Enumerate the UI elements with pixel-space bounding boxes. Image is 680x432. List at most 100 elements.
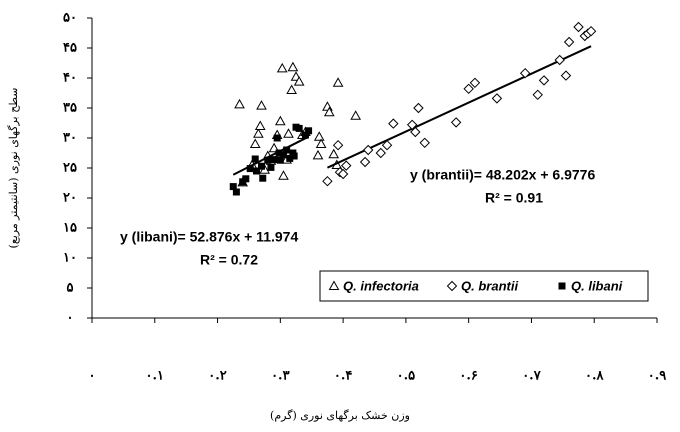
point [313, 131, 325, 141]
point [286, 154, 294, 162]
legend-marker [558, 282, 566, 290]
point [463, 83, 474, 95]
x-tick-label: ۰ [89, 369, 96, 384]
point [406, 119, 418, 131]
x-tick-label: ۰.۸ [585, 369, 605, 384]
point [264, 156, 272, 164]
point [315, 138, 327, 148]
point [554, 54, 565, 66]
point [290, 152, 298, 160]
point [450, 117, 462, 128]
equation: y (libani)= 52.876x + 11.974 [120, 229, 298, 245]
y-tick-label: ۵۰ [63, 11, 77, 26]
y-tick-label: ۱۰ [63, 251, 77, 266]
y-tick-label: ۲۰ [63, 191, 77, 206]
x-tick-label: ۰.۷ [522, 369, 542, 384]
y-tick-label: ۴۵ [63, 41, 77, 56]
point [573, 21, 584, 33]
point [254, 120, 266, 130]
y-tick-label: ۲۵ [63, 161, 77, 176]
x-tick-label: ۰.۳ [271, 369, 290, 384]
point [332, 139, 344, 151]
point [278, 170, 289, 180]
point [232, 188, 240, 196]
point [359, 156, 371, 168]
point [491, 93, 503, 104]
point [258, 162, 265, 170]
point [363, 144, 374, 156]
y-tick-label: ۱۵ [63, 221, 77, 236]
legend-label: Q. infectoria [343, 278, 419, 293]
point [246, 165, 254, 173]
point [252, 167, 260, 175]
point [560, 70, 572, 81]
point [381, 139, 393, 151]
point [273, 134, 281, 142]
x-tick-label: ۰.۲ [208, 369, 227, 384]
x-tick-label: ۰.۱ [146, 369, 165, 384]
point [312, 149, 324, 160]
point [229, 183, 237, 191]
point [259, 174, 267, 182]
point [253, 128, 264, 138]
point [287, 61, 299, 72]
x-tick-label: ۰.۹ [648, 369, 667, 384]
point [256, 100, 267, 110]
point [519, 67, 531, 79]
x-axis-title: وزن خشک برگهای نوری (گرم) [270, 409, 410, 422]
point [305, 127, 313, 135]
point [283, 146, 291, 154]
r-squared: R² = 0.72 [200, 252, 258, 268]
point [293, 76, 305, 86]
trendline [232, 135, 310, 176]
equation: y (brantii)= 48.202x + 6.9776 [410, 167, 595, 183]
point [286, 84, 297, 94]
y-tick-label: ۴۰ [63, 71, 77, 86]
legend-marker [328, 280, 340, 290]
point [332, 77, 344, 87]
x-tick-label: ۰.۶ [459, 369, 478, 384]
point [274, 115, 286, 126]
point [275, 149, 283, 157]
point [469, 77, 481, 89]
r-squared: R² = 0.91 [485, 190, 543, 206]
point [538, 75, 550, 86]
x-tick-label: ۰.۵ [397, 369, 416, 384]
legend-marker [446, 280, 458, 292]
point [295, 124, 303, 132]
point [322, 175, 333, 187]
point [283, 128, 294, 138]
point [249, 138, 261, 148]
point [328, 148, 340, 159]
point [276, 156, 284, 164]
point [375, 147, 386, 159]
point [532, 89, 543, 101]
trendline [326, 45, 592, 169]
point [413, 102, 424, 114]
point [563, 36, 575, 48]
point [341, 160, 352, 171]
point [234, 98, 245, 109]
legend-label: Q. libani [571, 278, 623, 293]
point [419, 137, 430, 149]
point [279, 151, 287, 159]
point [585, 25, 597, 37]
legend-label: Q. brantii [461, 278, 518, 293]
point [388, 118, 399, 129]
point [301, 131, 309, 139]
point [323, 106, 335, 117]
x-tick-label: ۰.۴ [334, 369, 353, 384]
point [270, 156, 278, 164]
y-axis-title: سطح برگهای نوری (سانتیمتر مربع) [7, 88, 20, 249]
y-tick-label: ۳۵ [63, 101, 77, 116]
point [242, 175, 250, 183]
point [337, 168, 349, 180]
point [350, 110, 362, 120]
legend-box [319, 270, 649, 302]
point [267, 163, 275, 171]
y-tick-label: ۰ [67, 311, 74, 326]
y-tick-label: ۵ [67, 281, 74, 296]
y-tick-label: ۳۰ [63, 131, 77, 146]
point [276, 62, 288, 73]
